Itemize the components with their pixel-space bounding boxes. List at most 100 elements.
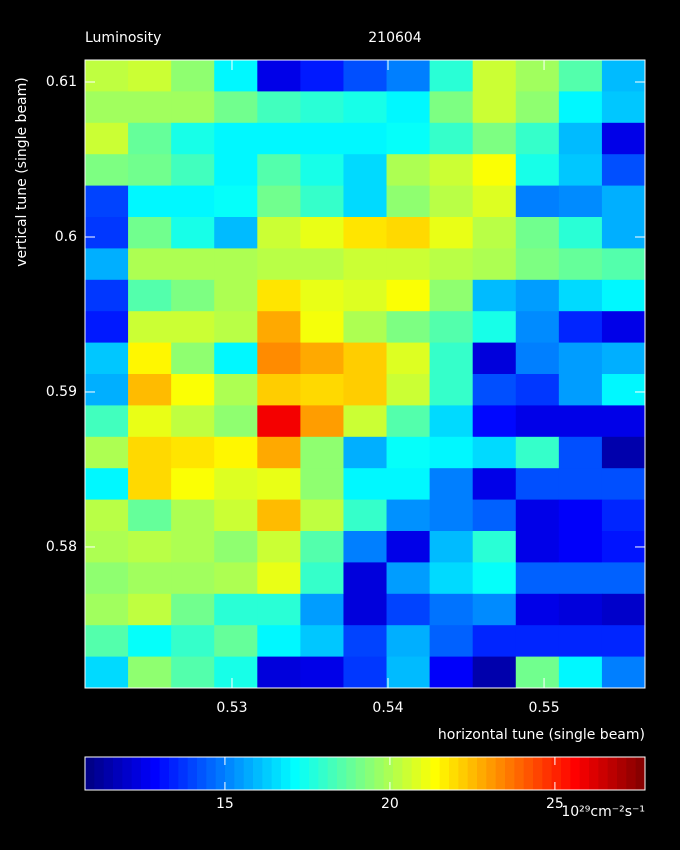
heatmap-cell xyxy=(343,185,388,218)
heatmap-cell xyxy=(343,279,388,312)
heatmap-cell xyxy=(429,405,474,438)
heatmap-cell xyxy=(85,656,129,689)
heatmap-cell xyxy=(300,593,344,626)
heatmap-cell xyxy=(300,531,344,563)
colorbar-step xyxy=(159,757,170,790)
heatmap-cell xyxy=(171,405,215,438)
heatmap-cell xyxy=(85,374,129,406)
heatmap-cell xyxy=(472,656,517,689)
heatmap-cell xyxy=(171,625,215,658)
heatmap-cell xyxy=(300,499,344,532)
heatmap-cell xyxy=(601,154,646,187)
heatmap-cell xyxy=(601,60,646,92)
heatmap-cell xyxy=(558,311,603,344)
heatmap-cell xyxy=(429,60,474,92)
colorbar-tick-label: 20 xyxy=(381,796,399,812)
heatmap-cell xyxy=(343,374,388,406)
colorbar-step xyxy=(215,757,226,790)
colorbar-step xyxy=(234,757,245,790)
heatmap-cell xyxy=(515,185,560,218)
heatmap-cell xyxy=(128,60,172,92)
heatmap-cell xyxy=(429,562,474,595)
heatmap-cell xyxy=(558,217,603,249)
heatmap-cell xyxy=(386,499,431,532)
heatmap-cell xyxy=(472,531,517,563)
heatmap-cell xyxy=(171,185,215,218)
colorbar-step xyxy=(271,757,282,790)
heatmap-cell xyxy=(214,562,258,595)
heatmap-cell xyxy=(515,405,560,438)
heatmap-cell xyxy=(343,154,388,187)
heatmap-cell xyxy=(171,499,215,532)
heatmap-cell xyxy=(300,217,344,249)
heatmap-cell xyxy=(214,279,258,312)
heatmap-cell xyxy=(128,468,172,501)
heatmap-cell xyxy=(429,248,474,281)
colorbar-step xyxy=(178,757,189,790)
heatmap-cell xyxy=(300,154,344,187)
heatmap-cell xyxy=(472,562,517,595)
heatmap-cell xyxy=(343,436,388,469)
heatmap-cell xyxy=(558,374,603,406)
colorbar-tick-label: 15 xyxy=(216,796,234,812)
heatmap-cell xyxy=(85,122,129,155)
heatmap-cell xyxy=(128,311,172,344)
heatmap-cell xyxy=(515,91,560,124)
heatmap-cell xyxy=(515,248,560,281)
heatmap-cell xyxy=(558,279,603,312)
heatmap-cell xyxy=(300,91,344,124)
heatmap-cell xyxy=(558,436,603,469)
colorbar-step xyxy=(262,757,273,790)
heatmap-cell xyxy=(214,625,258,658)
heatmap-cell xyxy=(472,499,517,532)
heatmap-cell xyxy=(343,248,388,281)
colorbar-step xyxy=(542,757,553,790)
heatmap-cell xyxy=(601,217,646,249)
heatmap-cell xyxy=(128,531,172,563)
colorbar-step xyxy=(430,757,441,790)
heatmap-cell xyxy=(85,342,129,375)
heatmap-cell xyxy=(214,342,258,375)
heatmap-cell xyxy=(257,60,301,92)
heatmap-cell xyxy=(85,248,129,281)
heatmap-cell xyxy=(386,436,431,469)
heatmap-cell xyxy=(257,342,301,375)
heatmap-cell xyxy=(257,499,301,532)
colorbar-step xyxy=(514,757,525,790)
heatmap-cell xyxy=(300,436,344,469)
heatmap-cell xyxy=(558,499,603,532)
heatmap-cell xyxy=(257,185,301,218)
heatmap-cell xyxy=(386,656,431,689)
heatmap-cell xyxy=(343,531,388,563)
heatmap-cell xyxy=(257,374,301,406)
heatmap-cell xyxy=(558,405,603,438)
heatmap-cell xyxy=(300,311,344,344)
colorbar-step xyxy=(570,757,581,790)
heatmap-cell xyxy=(214,531,258,563)
heatmap-cell xyxy=(386,217,431,249)
colorbar-step xyxy=(598,757,609,790)
colorbar-step xyxy=(561,757,571,790)
heatmap-cell xyxy=(429,342,474,375)
colorbar-step xyxy=(309,757,319,790)
heatmap-cell xyxy=(386,279,431,312)
colorbar-step xyxy=(281,757,291,790)
heatmap-cell xyxy=(386,531,431,563)
heatmap-cell xyxy=(343,342,388,375)
heatmap-cell xyxy=(85,405,129,438)
heatmap-cell xyxy=(128,656,172,689)
heatmap-cell xyxy=(300,625,344,658)
heatmap-cell xyxy=(429,185,474,218)
x-tick-label: 0.55 xyxy=(528,700,559,716)
heatmap-cell xyxy=(257,562,301,595)
heatmap-cell xyxy=(472,185,517,218)
heatmap-cell xyxy=(214,374,258,406)
heatmap-cell xyxy=(300,60,344,92)
heatmap-cell xyxy=(558,625,603,658)
x-tick-label: 0.54 xyxy=(372,700,403,716)
heatmap-cell xyxy=(429,625,474,658)
colorbar-step xyxy=(327,757,338,790)
heatmap-cell xyxy=(85,593,129,626)
heatmap-cell xyxy=(386,122,431,155)
heatmap-cell xyxy=(558,60,603,92)
